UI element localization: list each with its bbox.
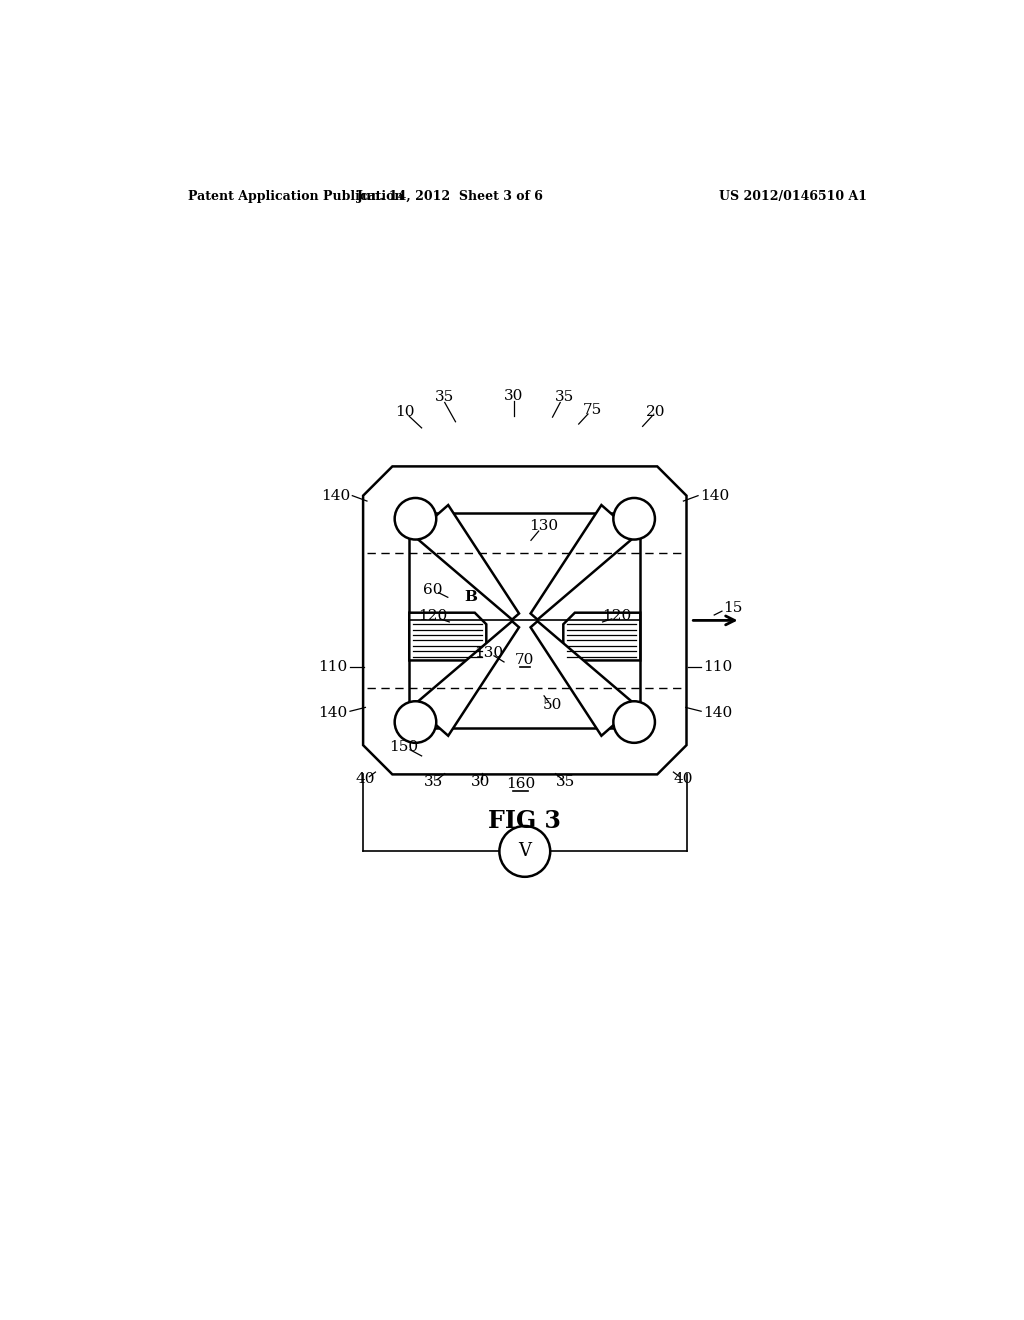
- Text: 30: 30: [505, 388, 523, 403]
- Text: FIG 3: FIG 3: [488, 809, 561, 833]
- Text: 35: 35: [556, 775, 575, 789]
- Text: 60: 60: [423, 582, 443, 597]
- Polygon shape: [410, 612, 486, 660]
- Text: 20: 20: [646, 405, 666, 420]
- Polygon shape: [563, 612, 640, 660]
- Circle shape: [394, 701, 436, 743]
- Text: 40: 40: [355, 772, 375, 785]
- Text: 120: 120: [419, 609, 447, 623]
- Text: 140: 140: [700, 488, 730, 503]
- Polygon shape: [410, 512, 640, 729]
- Text: 30: 30: [471, 775, 490, 789]
- Text: 110: 110: [318, 660, 348, 673]
- Polygon shape: [530, 506, 636, 619]
- Text: 15: 15: [724, 601, 742, 615]
- Circle shape: [613, 701, 655, 743]
- Text: 140: 140: [318, 706, 348, 719]
- Text: V: V: [518, 842, 531, 861]
- Text: 70: 70: [515, 653, 535, 668]
- Text: 75: 75: [583, 403, 602, 417]
- Text: 130: 130: [528, 520, 558, 533]
- Text: 10: 10: [395, 405, 415, 420]
- Circle shape: [394, 498, 436, 540]
- Text: 140: 140: [321, 488, 350, 503]
- Polygon shape: [414, 622, 519, 735]
- Text: 120: 120: [602, 609, 632, 623]
- Text: 35: 35: [424, 775, 443, 789]
- Text: B: B: [465, 590, 477, 605]
- Text: 40: 40: [674, 772, 693, 785]
- Text: US 2012/0146510 A1: US 2012/0146510 A1: [719, 190, 866, 203]
- Text: 150: 150: [389, 739, 419, 754]
- Polygon shape: [530, 622, 636, 735]
- Circle shape: [613, 498, 655, 540]
- Text: Jun. 14, 2012  Sheet 3 of 6: Jun. 14, 2012 Sheet 3 of 6: [356, 190, 544, 203]
- Circle shape: [500, 826, 550, 876]
- Text: 35: 35: [435, 391, 455, 404]
- Text: 50: 50: [543, 698, 562, 711]
- Text: Patent Application Publication: Patent Application Publication: [188, 190, 403, 203]
- Text: 35: 35: [555, 391, 574, 404]
- Text: 140: 140: [703, 706, 733, 719]
- Text: 160: 160: [506, 777, 536, 792]
- Polygon shape: [414, 506, 519, 619]
- Text: 130: 130: [474, 645, 503, 660]
- Polygon shape: [364, 466, 686, 775]
- Text: 110: 110: [703, 660, 733, 673]
